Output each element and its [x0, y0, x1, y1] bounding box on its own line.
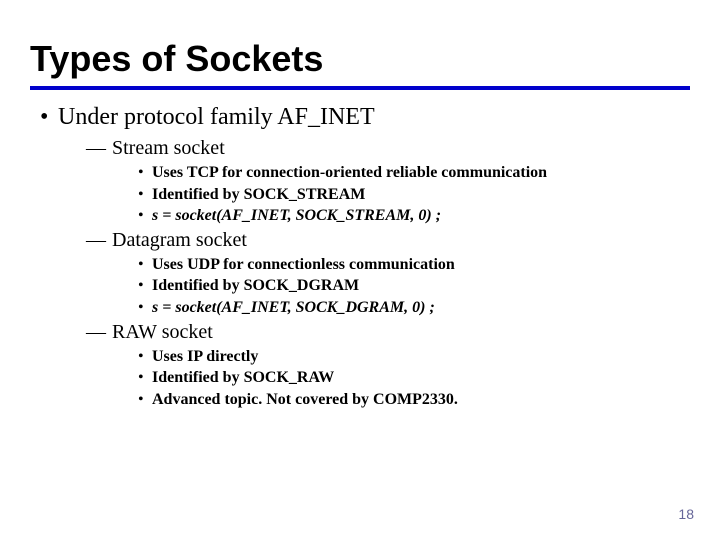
level3-item: •Uses UDP for connectionless communicati… — [138, 254, 690, 276]
level3-text: Identified by SOCK_STREAM — [152, 186, 365, 203]
level2-item-datagram: —Datagram socket — [86, 229, 690, 252]
dash-icon: — — [86, 137, 112, 160]
level3-text: Identified by SOCK_DGRAM — [152, 277, 359, 294]
level1-item: • Under protocol family AF_INET — [40, 104, 690, 131]
bullet-dot-icon: • — [138, 162, 152, 184]
level3-item: •Uses IP directly — [138, 346, 690, 368]
slide-title: Types of Sockets — [30, 38, 690, 80]
level2-item-stream: —Stream socket — [86, 137, 690, 160]
bullet-dot-icon: • — [138, 254, 152, 276]
bullet-dot-icon: • — [138, 275, 152, 297]
level3-item: •Uses TCP for connection-oriented reliab… — [138, 162, 690, 184]
level1-text: Under protocol family AF_INET — [58, 104, 375, 130]
level2-heading: Datagram socket — [112, 229, 247, 251]
level2-heading: RAW socket — [112, 321, 213, 343]
level3-item: •s = socket(AF_INET, SOCK_DGRAM, 0) ; — [138, 297, 690, 319]
bullet-dot-icon: • — [138, 205, 152, 227]
level3-text: Identified by SOCK_RAW — [152, 369, 334, 386]
level3-item: •Identified by SOCK_DGRAM — [138, 275, 690, 297]
level3-item: •Advanced topic. Not covered by COMP2330… — [138, 389, 690, 411]
level3-text: s = socket(AF_INET, SOCK_DGRAM, 0) ; — [152, 299, 435, 316]
bullet-dot-icon: • — [138, 389, 152, 411]
level3-item: •Identified by SOCK_RAW — [138, 367, 690, 389]
level2-item-raw: —RAW socket — [86, 321, 690, 344]
level3-text: Uses IP directly — [152, 348, 258, 365]
bullet-dot-icon: • — [40, 104, 52, 131]
bullet-dot-icon: • — [138, 297, 152, 319]
level3-text: Uses UDP for connectionless communicatio… — [152, 256, 455, 273]
bullet-dot-icon: • — [138, 367, 152, 389]
level3-text: s = socket(AF_INET, SOCK_STREAM, 0) ; — [152, 207, 441, 224]
level3-text: Uses TCP for connection-oriented reliabl… — [152, 164, 547, 181]
bullet-dot-icon: • — [138, 346, 152, 368]
dash-icon: — — [86, 229, 112, 252]
level2-heading: Stream socket — [112, 137, 225, 159]
title-underline — [30, 86, 690, 90]
bullet-dot-icon: • — [138, 184, 152, 206]
level3-item: •Identified by SOCK_STREAM — [138, 184, 690, 206]
level3-item: •s = socket(AF_INET, SOCK_STREAM, 0) ; — [138, 205, 690, 227]
dash-icon: — — [86, 321, 112, 344]
level3-text: Advanced topic. Not covered by COMP2330. — [152, 391, 458, 408]
page-number: 18 — [678, 506, 694, 522]
